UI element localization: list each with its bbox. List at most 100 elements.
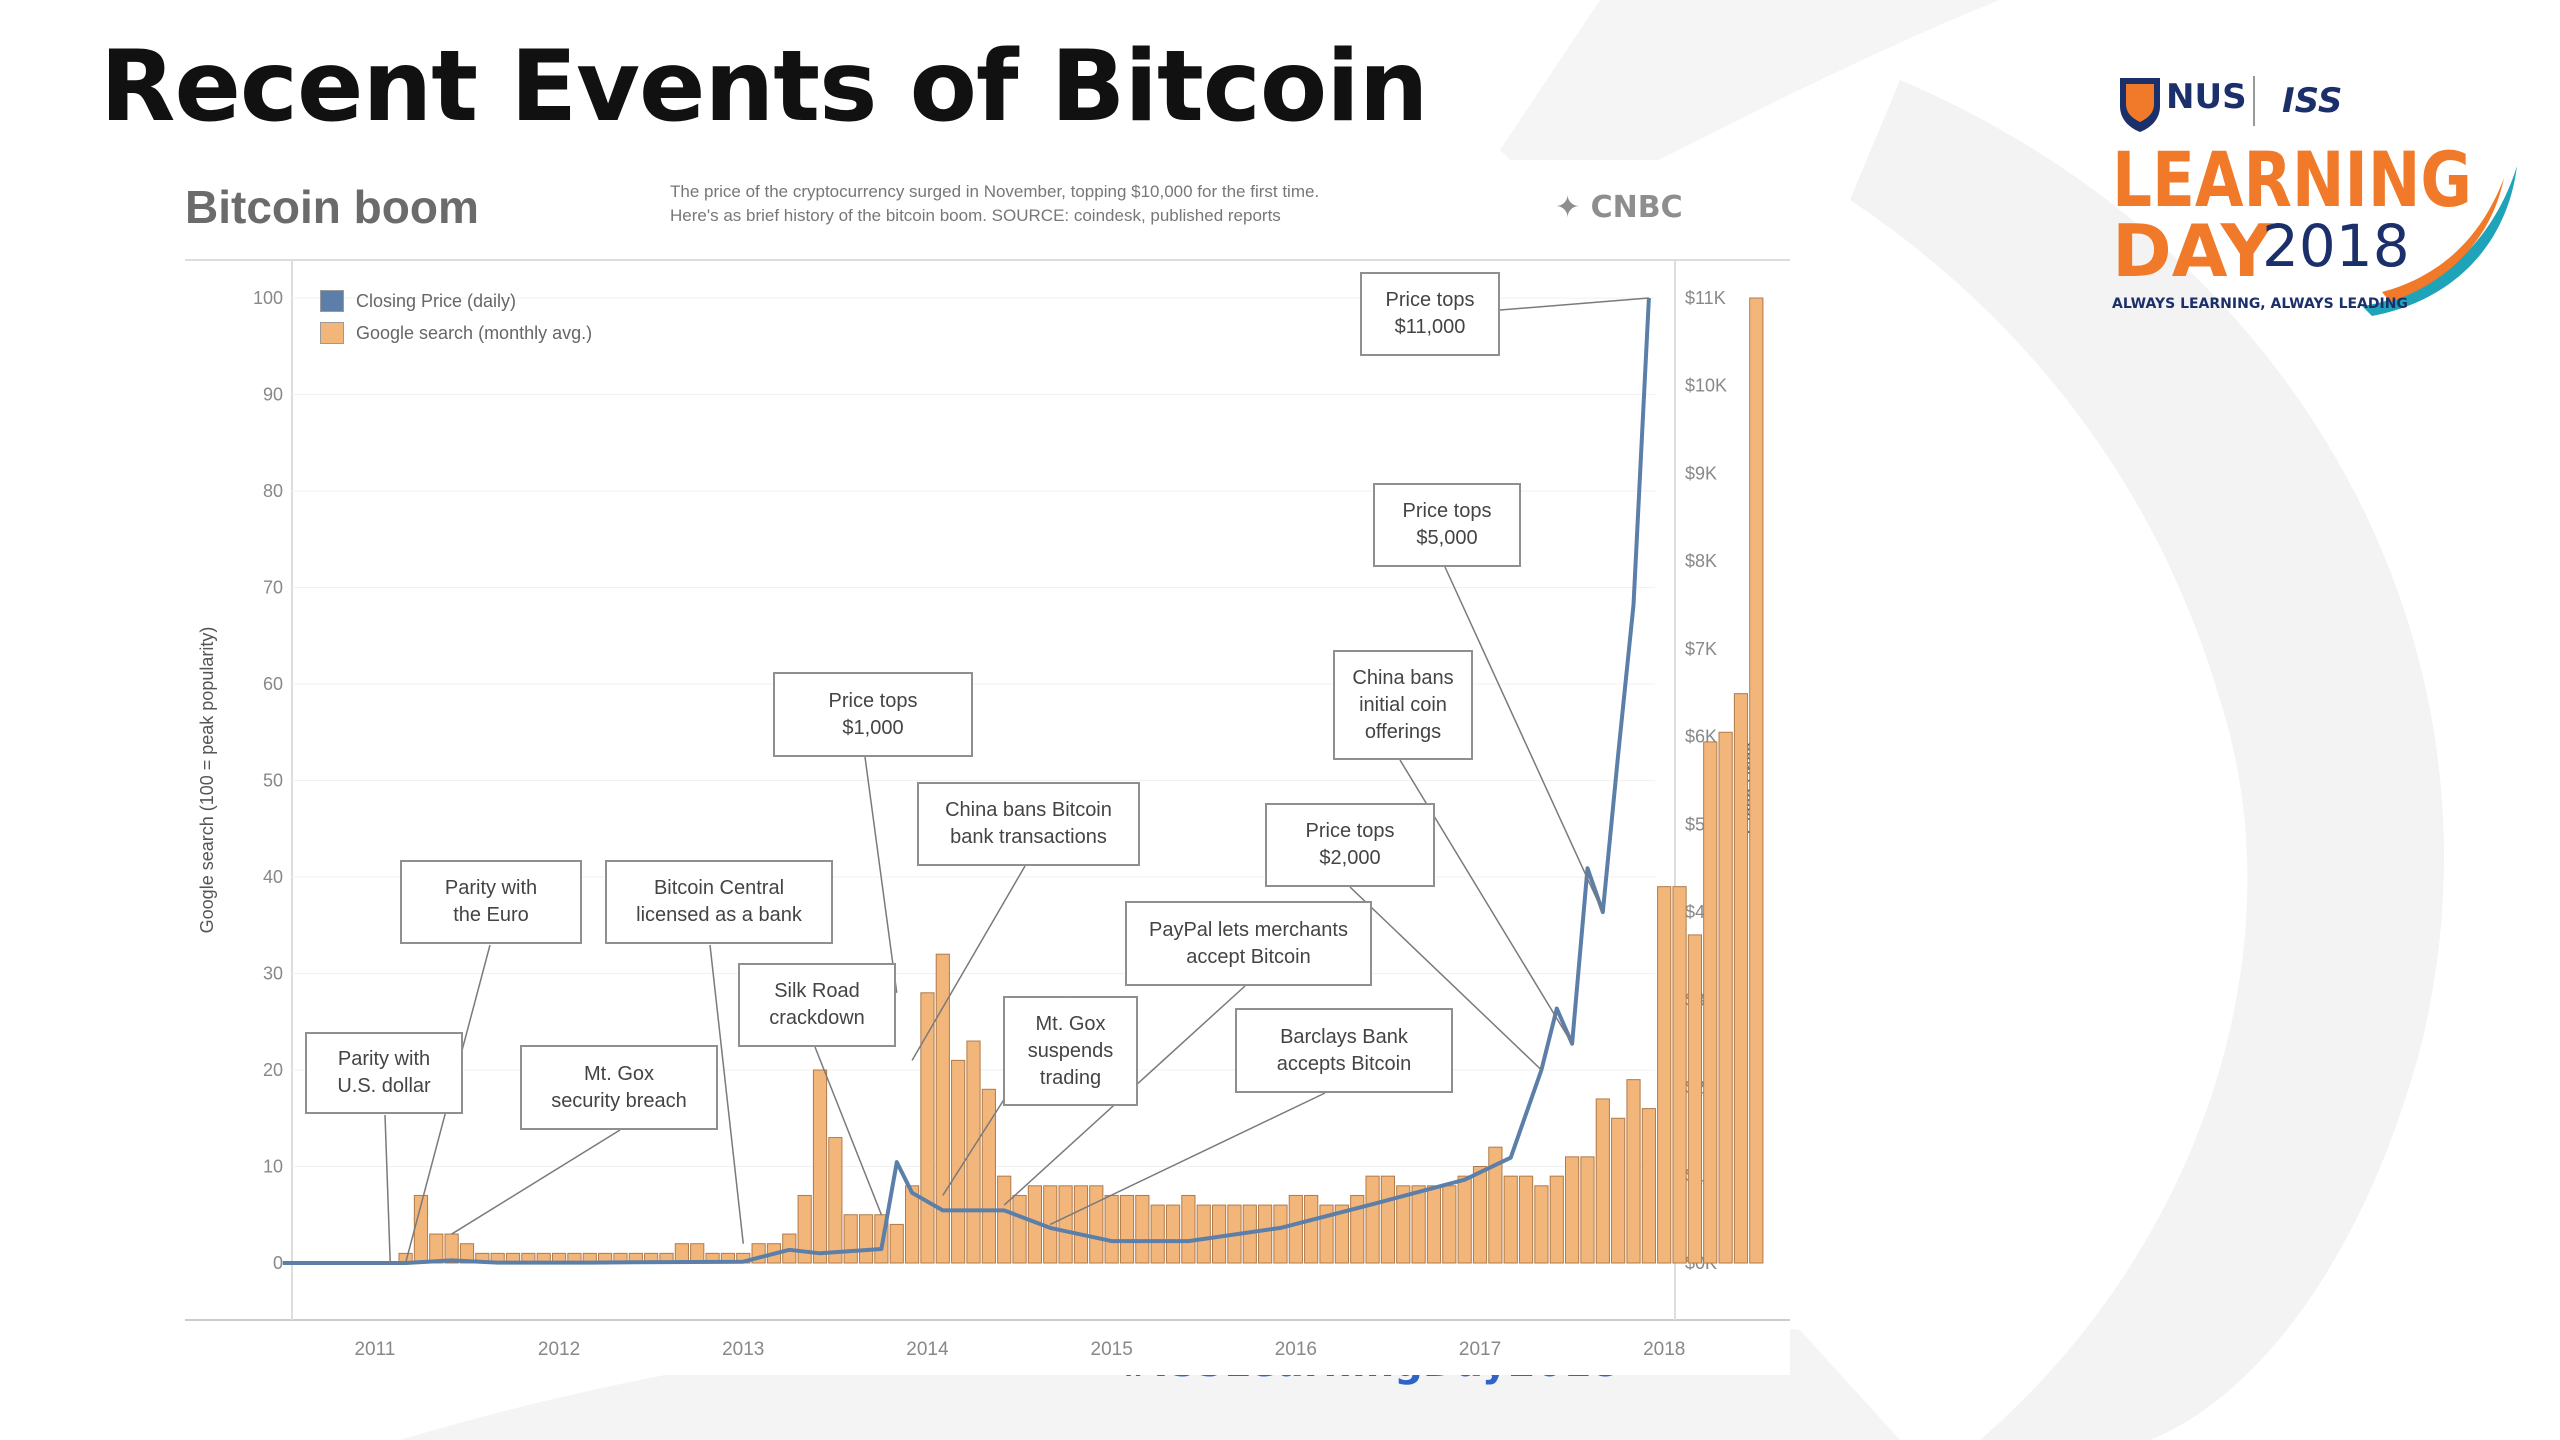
search-bar (1181, 1194, 1196, 1264)
search-bar (1749, 297, 1764, 1264)
left-tick-label: 30 (263, 964, 283, 984)
chart-legend: Closing Price (daily) Google search (mon… (320, 285, 592, 349)
chart-subtitle: The price of the cryptocurrency surged i… (670, 180, 1490, 228)
x-tick-label: 2015 (1091, 1339, 1133, 1360)
search-bar (1119, 1194, 1135, 1264)
x-tick-label: 2016 (1275, 1339, 1317, 1360)
legend-swatch-bar (320, 322, 344, 344)
search-bar (935, 953, 950, 1264)
search-bar (981, 1088, 996, 1264)
search-bar (1073, 1185, 1089, 1264)
legend-label: Google search (monthly avg.) (356, 322, 593, 343)
annotation-leader-line (911, 865, 1026, 1061)
annotation-china-bank: China bans Bitcoin bank transactions (917, 782, 1140, 866)
search-bar (1135, 1194, 1150, 1264)
bitcoin-boom-chart: 0102030405060708090100$0K$1K$2K$3K$4K$5K… (185, 160, 1790, 1375)
x-tick-label: 2018 (1643, 1339, 1685, 1360)
left-tick-label: 70 (263, 578, 283, 598)
right-tick-label: $9K (1685, 463, 1717, 483)
search-bar (1549, 1175, 1564, 1264)
peacock-icon: ✦ (1555, 190, 1581, 225)
nus-wordmark: NUS (2166, 77, 2247, 117)
legend-label: Closing Price (daily) (356, 290, 517, 311)
search-bar (858, 1214, 874, 1264)
annotation-parity-euro: Parity with the Euro (400, 860, 582, 944)
search-bar (1580, 1156, 1595, 1264)
learning-wordmark: LEARNING (2112, 135, 2472, 224)
search-bar (1703, 741, 1718, 1264)
search-bar (966, 1040, 981, 1264)
search-bar (1165, 1204, 1181, 1264)
search-bar (1350, 1194, 1365, 1264)
annotation-mtgox-breach: Mt. Gox security breach (520, 1045, 718, 1130)
left-axis-title: Google search (100 = peak popularity) (197, 627, 217, 934)
left-tick-label: 0 (273, 1253, 283, 1273)
closing-price-line (282, 297, 1651, 1265)
annotation-leader-line (1349, 886, 1542, 1071)
legend-swatch-line (320, 290, 344, 312)
search-bar (1304, 1194, 1319, 1264)
annotation-price-1000: Price tops $1,000 (773, 672, 973, 757)
annotation-bitcoin-central: Bitcoin Central licensed as a bank (605, 860, 833, 944)
right-tick-label: $11K (1685, 288, 1726, 308)
search-bar (812, 1069, 828, 1264)
search-bar (1626, 1079, 1641, 1264)
search-bar (1472, 1166, 1488, 1264)
chart-subtitle-line-1: The price of the cryptocurrency surged i… (670, 182, 1320, 201)
slide-title: Recent Events of Bitcoin (100, 30, 1429, 144)
annotation-price-11000: Price tops $11,000 (1360, 272, 1500, 356)
search-bar (1488, 1146, 1503, 1264)
annotation-paypal: PayPal lets merchants accept Bitcoin (1125, 901, 1372, 986)
search-bar (1611, 1117, 1626, 1264)
annotation-price-2000: Price tops $2,000 (1265, 803, 1435, 887)
annotation-leader-line (1444, 566, 1604, 913)
x-tick-label: 2017 (1459, 1339, 1501, 1360)
search-bar (828, 1137, 843, 1264)
search-bar (1595, 1098, 1610, 1264)
right-tick-label: $10K (1685, 376, 1727, 396)
search-bar (1258, 1204, 1273, 1264)
annotation-leader-line (451, 1129, 621, 1235)
left-tick-label: 40 (263, 867, 283, 887)
logo-tagline: ALWAYS LEARNING, ALWAYS LEADING (2112, 296, 2408, 312)
search-bar (1518, 1175, 1534, 1264)
legend-item-google-search: Google search (monthly avg.) (320, 317, 592, 349)
search-bar (1411, 1185, 1426, 1264)
annotation-barclays: Barclays Bank accepts Bitcoin (1235, 1008, 1453, 1093)
search-bar (1058, 1185, 1073, 1264)
annotation-mtgox-suspends: Mt. Gox suspends trading (1003, 996, 1138, 1106)
search-bar (889, 1223, 904, 1264)
search-bar (1426, 1185, 1442, 1264)
iss-wordmark: ISS (2282, 81, 2342, 121)
search-bar (1150, 1204, 1165, 1264)
legend-item-closing-price: Closing Price (daily) (320, 285, 592, 317)
annotation-leader-line (1049, 1092, 1326, 1226)
search-bar (1718, 731, 1733, 1264)
nus-crest-icon (2120, 78, 2160, 132)
search-bar (797, 1194, 812, 1264)
search-bar (1380, 1175, 1396, 1264)
chart-subtitle-line-2: Here's as brief history of the bitcoin b… (670, 206, 1281, 225)
left-tick-label: 90 (263, 385, 283, 405)
search-bar (1672, 886, 1687, 1264)
search-bar (1657, 886, 1672, 1264)
search-bar (1687, 934, 1703, 1264)
search-bar (1457, 1175, 1472, 1264)
chart-canvas: 0102030405060708090100$0K$1K$2K$3K$4K$5K… (185, 259, 1790, 1360)
right-tick-label: $8K (1685, 551, 1717, 571)
x-tick-label: 2014 (906, 1339, 949, 1360)
annotation-leader-line (1499, 297, 1649, 311)
search-bar (429, 1233, 444, 1264)
search-bar (1733, 693, 1749, 1264)
annotation-parity-usd: Parity with U.S. dollar (305, 1032, 463, 1114)
left-tick-label: 50 (263, 771, 283, 791)
search-bar (1104, 1194, 1119, 1264)
annotation-china-ico: China bans initial coin offerings (1333, 650, 1473, 760)
x-tick-label: 2012 (538, 1339, 580, 1360)
search-bar (905, 1185, 920, 1264)
annotation-price-5000: Price tops $5,000 (1373, 483, 1521, 567)
search-bar (1273, 1204, 1288, 1264)
annotation-leader-line (864, 756, 898, 993)
search-bar (997, 1175, 1012, 1264)
x-tick-label: 2013 (722, 1339, 764, 1360)
